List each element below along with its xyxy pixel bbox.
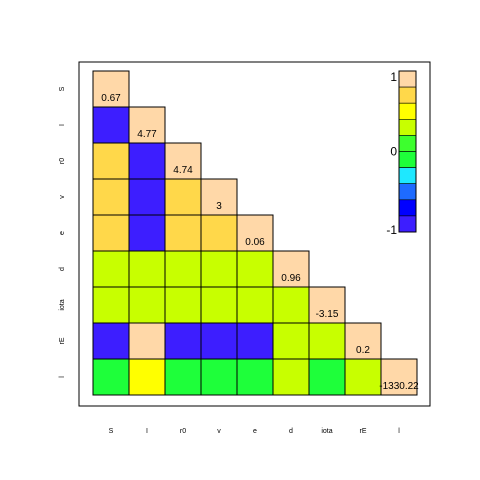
- diagonal-label-iota: -3.15: [316, 309, 339, 320]
- diagonal-cell-r0: [164, 142, 202, 180]
- diagonal-cell-e: [236, 214, 274, 252]
- heatmap-cell-r0-I: [128, 142, 166, 180]
- heatmap-cell-rE-e: [236, 322, 274, 360]
- heatmap-cell-d-r0: [164, 250, 202, 288]
- diagonal-cell-l: [380, 358, 418, 396]
- heatmap-cell-rE-I: [128, 322, 166, 360]
- y-tick-label-e: e: [59, 231, 66, 235]
- heatmap-cell-iota-I: [128, 286, 166, 324]
- diagonal-label-r0: 4.74: [173, 165, 193, 176]
- y-tick-label-iota: iota: [59, 299, 66, 310]
- heatmap-cell-e-I: [128, 214, 166, 252]
- heatmap-cell-e-r0: [164, 214, 202, 252]
- legend-swatch-5: [398, 151, 417, 168]
- heatmap-cell-v-r0: [164, 178, 202, 216]
- legend-tick-label-0: 1: [390, 70, 397, 84]
- diagonal-label-v: 3: [216, 201, 222, 212]
- diagonal-label-rE: 0.2: [356, 345, 370, 356]
- legend-swatch-7: [398, 183, 417, 201]
- x-tick-label-iota: iota: [321, 428, 332, 435]
- legend-swatch-1: [398, 86, 417, 104]
- heatmap-cell-v-S: [92, 178, 130, 216]
- heatmap-cell-r0-S: [92, 142, 130, 180]
- legend-swatch-3: [398, 119, 417, 136]
- legend-tick-label-1: 0: [390, 145, 397, 159]
- heatmap-cell-rE-S: [92, 322, 130, 360]
- y-tick-label-v: v: [59, 195, 66, 199]
- heatmap-cell-d-e: [236, 250, 274, 288]
- x-tick-label-v: v: [217, 428, 221, 435]
- legend-swatch-6: [398, 167, 417, 185]
- diagonal-label-e: 0.06: [245, 237, 265, 248]
- x-tick-label-l: l: [398, 428, 400, 435]
- heatmap-cell-rE-iota: [308, 322, 346, 360]
- legend-swatch-8: [398, 199, 417, 217]
- x-tick-label-e: e: [253, 428, 257, 435]
- heatmap-cell-l-d: [272, 358, 310, 396]
- heatmap-cell-d-S: [92, 250, 130, 288]
- heatmap-cell-e-S: [92, 214, 130, 252]
- heatmap-cell-d-v: [200, 250, 238, 288]
- x-tick-label-S: S: [109, 428, 114, 435]
- y-tick-labels: S Ir0 v e d iota rE l: [59, 86, 66, 377]
- y-tick-label-rE: rE: [59, 337, 66, 344]
- heatmap-cell-iota-d: [272, 286, 310, 324]
- diagonal-cell-I: [128, 106, 166, 144]
- heatmap-cell-e-v: [200, 214, 238, 252]
- heatmap-cell-l-S: [92, 358, 130, 396]
- legend-swatch-4: [398, 135, 417, 152]
- heatmap-cell-l-e: [236, 358, 274, 396]
- y-tick-label-S: S: [59, 86, 66, 91]
- heatmap-cell-rE-d: [272, 322, 310, 360]
- heatmap-cell-iota-e: [236, 286, 274, 324]
- heatmap-cell-l-iota: [308, 358, 346, 396]
- heatmap-cell-rE-r0: [164, 322, 202, 360]
- heatmap-cell-rE-v: [200, 322, 238, 360]
- heatmap-cell-iota-v: [200, 286, 238, 324]
- legend-tick-label-2: -1: [386, 223, 397, 237]
- heatmap-cell-l-v: [200, 358, 238, 396]
- legend-swatch-0: [398, 70, 417, 88]
- heatmap-cell-l-I: [128, 358, 166, 396]
- heatmap-cells: [92, 70, 418, 396]
- diagonal-label-S: 0.67: [101, 93, 121, 104]
- diagonal-labels: 0.67 4.77 4.74 3 0.06 0.96 -3.15 0.2 -1330.22: [101, 93, 419, 392]
- diagonal-label-I: 4.77: [137, 129, 157, 140]
- heatmap-cell-iota-S: [92, 286, 130, 324]
- x-tick-label-d: d: [289, 428, 293, 435]
- y-tick-label-d: d: [59, 267, 66, 271]
- y-tick-label-l: l: [59, 376, 66, 378]
- heatmap-cell-iota-r0: [164, 286, 202, 324]
- legend-swatch-9: [398, 215, 417, 233]
- color-legend: 1 0 -1: [386, 70, 417, 237]
- diagonal-cell-rE: [344, 322, 382, 360]
- heatmap-cell-d-I: [128, 250, 166, 288]
- diagonal-label-l: -1330.22: [379, 381, 419, 392]
- diagonal-label-d: 0.96: [281, 273, 301, 284]
- plot-frame: [78, 61, 431, 407]
- x-tick-label-I: I: [146, 428, 148, 435]
- y-tick-label-I: I: [59, 124, 66, 126]
- heatmap-cell-l-r0: [164, 358, 202, 396]
- x-tick-label-rE: rE: [360, 428, 367, 435]
- y-tick-label-r0: r0: [59, 158, 66, 164]
- x-tick-label-r0: r0: [180, 428, 186, 435]
- heatmap-cell-l-rE: [344, 358, 382, 396]
- legend-swatch-2: [398, 102, 417, 120]
- legend-border: [398, 70, 417, 233]
- heatmap-cell-v-I: [128, 178, 166, 216]
- heatmap-cell-I-S: [92, 106, 130, 144]
